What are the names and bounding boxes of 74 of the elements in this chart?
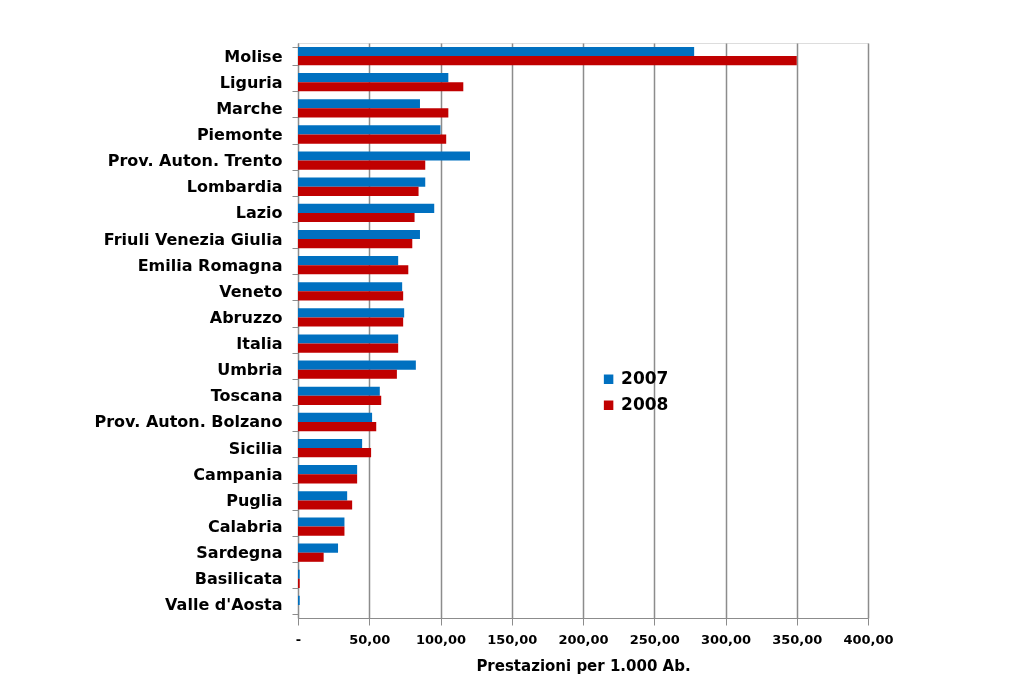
- y-tick-label: Umbria: [217, 360, 283, 380]
- bar: [298, 543, 339, 553]
- y-tick-label: Lazio: [235, 203, 283, 223]
- y-tick-label: Prov. Auton. Bolzano: [94, 412, 283, 432]
- bar: [298, 517, 345, 527]
- x-tick-label: 50,00: [349, 631, 391, 647]
- bar: [298, 360, 416, 370]
- legend-label: 2007: [621, 368, 669, 389]
- bar: [298, 334, 399, 344]
- bar: [298, 491, 348, 501]
- bar: [298, 500, 353, 510]
- y-tick-label: Marche: [216, 98, 283, 118]
- x-tick-label: 300,00: [700, 631, 752, 647]
- x-axis-title: Prestazioni per 1.000 Ab.: [476, 656, 691, 675]
- bar: [298, 56, 797, 66]
- y-tick-label: Lombardia: [186, 177, 283, 197]
- y-tick-label: Molise: [224, 46, 283, 66]
- bar: [298, 229, 420, 240]
- y-tick-label: Emilia Romagna: [137, 255, 283, 275]
- legend-label: 2008: [621, 394, 669, 415]
- y-tick-label: Valle d'Aosta: [165, 595, 283, 615]
- bar: [298, 448, 372, 458]
- bar: [298, 151, 470, 161]
- bar: [298, 186, 419, 196]
- bar: [298, 465, 358, 475]
- bar: [298, 282, 403, 292]
- bar: [298, 343, 399, 353]
- x-tick-label: 400,00: [843, 631, 894, 647]
- x-tick-label: 150,00: [487, 631, 538, 647]
- y-tick-label: Italia: [236, 334, 283, 354]
- bar: [298, 317, 404, 327]
- y-tick-label: Veneto: [219, 281, 283, 301]
- x-tick-label: 200,00: [558, 631, 609, 647]
- bar: [298, 82, 464, 92]
- y-tick-label: Abruzzo: [209, 307, 283, 327]
- y-tick-label: Calabria: [208, 517, 283, 537]
- y-tick-label: Puglia: [226, 490, 283, 510]
- x-tick-label: 100,00: [415, 631, 467, 647]
- bar: [298, 125, 441, 135]
- y-tick-label: Basilicata: [194, 569, 283, 589]
- x-tick-label: 350,00: [772, 631, 823, 647]
- bar: [298, 177, 426, 187]
- bar: [298, 421, 377, 432]
- bar: [298, 73, 449, 83]
- x-tick-label: -: [295, 631, 302, 647]
- y-tick-label: Liguria: [219, 72, 283, 92]
- y-tick-label: Sardegna: [196, 543, 283, 563]
- bar: [298, 526, 345, 536]
- bar: [298, 203, 435, 213]
- bar: [298, 395, 382, 405]
- x-tick-label: 250,00: [629, 631, 680, 647]
- bar: [298, 212, 415, 223]
- bar: [298, 99, 420, 109]
- y-tick-label: Toscana: [210, 386, 283, 406]
- bar: [298, 291, 404, 301]
- bar: [298, 46, 695, 57]
- y-tick-label: Prov. Auton. Trento: [107, 151, 283, 171]
- bar: [298, 265, 409, 275]
- bar: [298, 108, 449, 118]
- bar: [298, 369, 397, 379]
- y-tick-label: Sicilia: [228, 438, 283, 458]
- bar: [298, 386, 380, 396]
- bar: [298, 256, 399, 266]
- bar: [298, 438, 363, 449]
- y-tick-label: Piemonte: [196, 124, 283, 144]
- bar: [298, 412, 373, 422]
- y-tick-label: Friuli Venezia Giulia: [103, 229, 283, 249]
- bar: [298, 308, 405, 318]
- y-tick-label: Campania: [193, 464, 283, 484]
- bar: [298, 160, 426, 170]
- bar: [298, 239, 413, 249]
- bar: [298, 552, 324, 562]
- bar: [298, 474, 358, 484]
- bar: [298, 134, 447, 144]
